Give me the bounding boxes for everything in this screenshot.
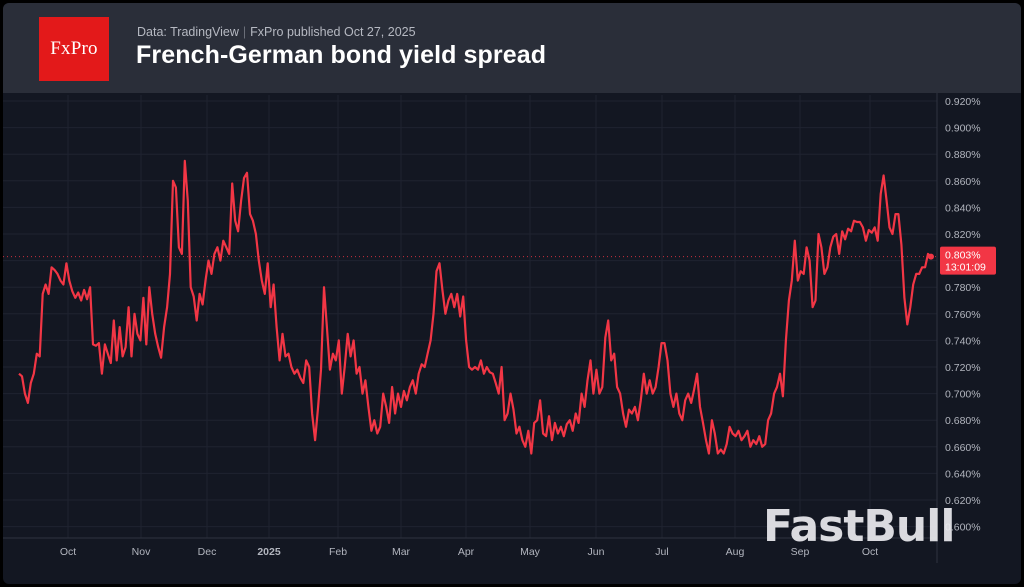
last-value-label: 0.803% — [945, 250, 981, 262]
x-tick-label: May — [520, 546, 541, 558]
x-tick-label: Apr — [458, 546, 475, 558]
y-tick-label: 0.640% — [945, 468, 981, 480]
axis-layer: 0.600% 0.620% 0.640% 0.660% 0.680% 0.700% 0.72… — [3, 93, 981, 563]
x-tick-label: Dec — [198, 546, 217, 558]
logo-text: FxPro — [50, 38, 98, 59]
y-tick-label: 0.740% — [945, 335, 981, 347]
source-line: Data: TradingView | FxPro published Oct 27… — [137, 25, 416, 39]
x-tick-label: Jul — [655, 546, 668, 558]
series-line — [18, 159, 932, 455]
y-tick-label: 0.620% — [945, 495, 981, 507]
published-date: FxPro published Oct 27, 2025 — [250, 25, 416, 39]
data-source: Data: TradingView — [137, 25, 239, 39]
x-tick-label: Oct — [60, 546, 76, 558]
y-tick-label: 0.760% — [945, 309, 981, 321]
y-tick-label: 0.840% — [945, 202, 981, 214]
last-value-countdown: 13:01:09 — [945, 262, 986, 274]
y-tick-label: 0.900% — [945, 123, 981, 135]
separator: | — [242, 25, 247, 39]
x-tick-label: 2025 — [257, 546, 281, 558]
y-tick-label: 0.680% — [945, 415, 981, 427]
y-tick-label: 0.880% — [945, 149, 981, 161]
last-value-badge — [940, 246, 996, 275]
x-tick-label: Sep — [791, 546, 810, 558]
y-tick-label: 0.920% — [945, 96, 981, 108]
y-tick-label: 0.820% — [945, 229, 981, 241]
grid-layer — [3, 95, 937, 538]
fxpro-logo: FxPro — [39, 17, 109, 81]
x-tick-label: Jun — [588, 546, 605, 558]
line-chart[interactable]: 0.600% 0.620% 0.640% 0.660% 0.680% 0.700% 0.72… — [3, 93, 1021, 584]
header-bar: FxPro Data: TradingView | FxPro published … — [3, 3, 1021, 93]
x-tick-label: Nov — [132, 546, 151, 558]
last-value-layer: 0.803%13:01:09 — [940, 246, 996, 275]
x-tick-label: Oct — [862, 546, 878, 558]
y-tick-label: 0.860% — [945, 176, 981, 188]
y-tick-label: 0.780% — [945, 282, 981, 294]
y-tick-label: 0.700% — [945, 389, 981, 401]
series-layer — [18, 159, 934, 455]
page-title: French-German bond yield spread — [136, 41, 547, 69]
x-tick-label: Mar — [392, 546, 411, 558]
y-tick-label: 0.720% — [945, 362, 981, 374]
x-tick-label: Feb — [329, 546, 347, 558]
fastbull-watermark: FastBull — [763, 501, 955, 552]
chart-frame: FxPro Data: TradingView | FxPro published … — [3, 3, 1021, 584]
y-tick-label: 0.660% — [945, 442, 981, 454]
y-tick-label: 0.600% — [945, 522, 981, 534]
last-point — [928, 253, 934, 260]
x-tick-label: Aug — [726, 546, 745, 558]
